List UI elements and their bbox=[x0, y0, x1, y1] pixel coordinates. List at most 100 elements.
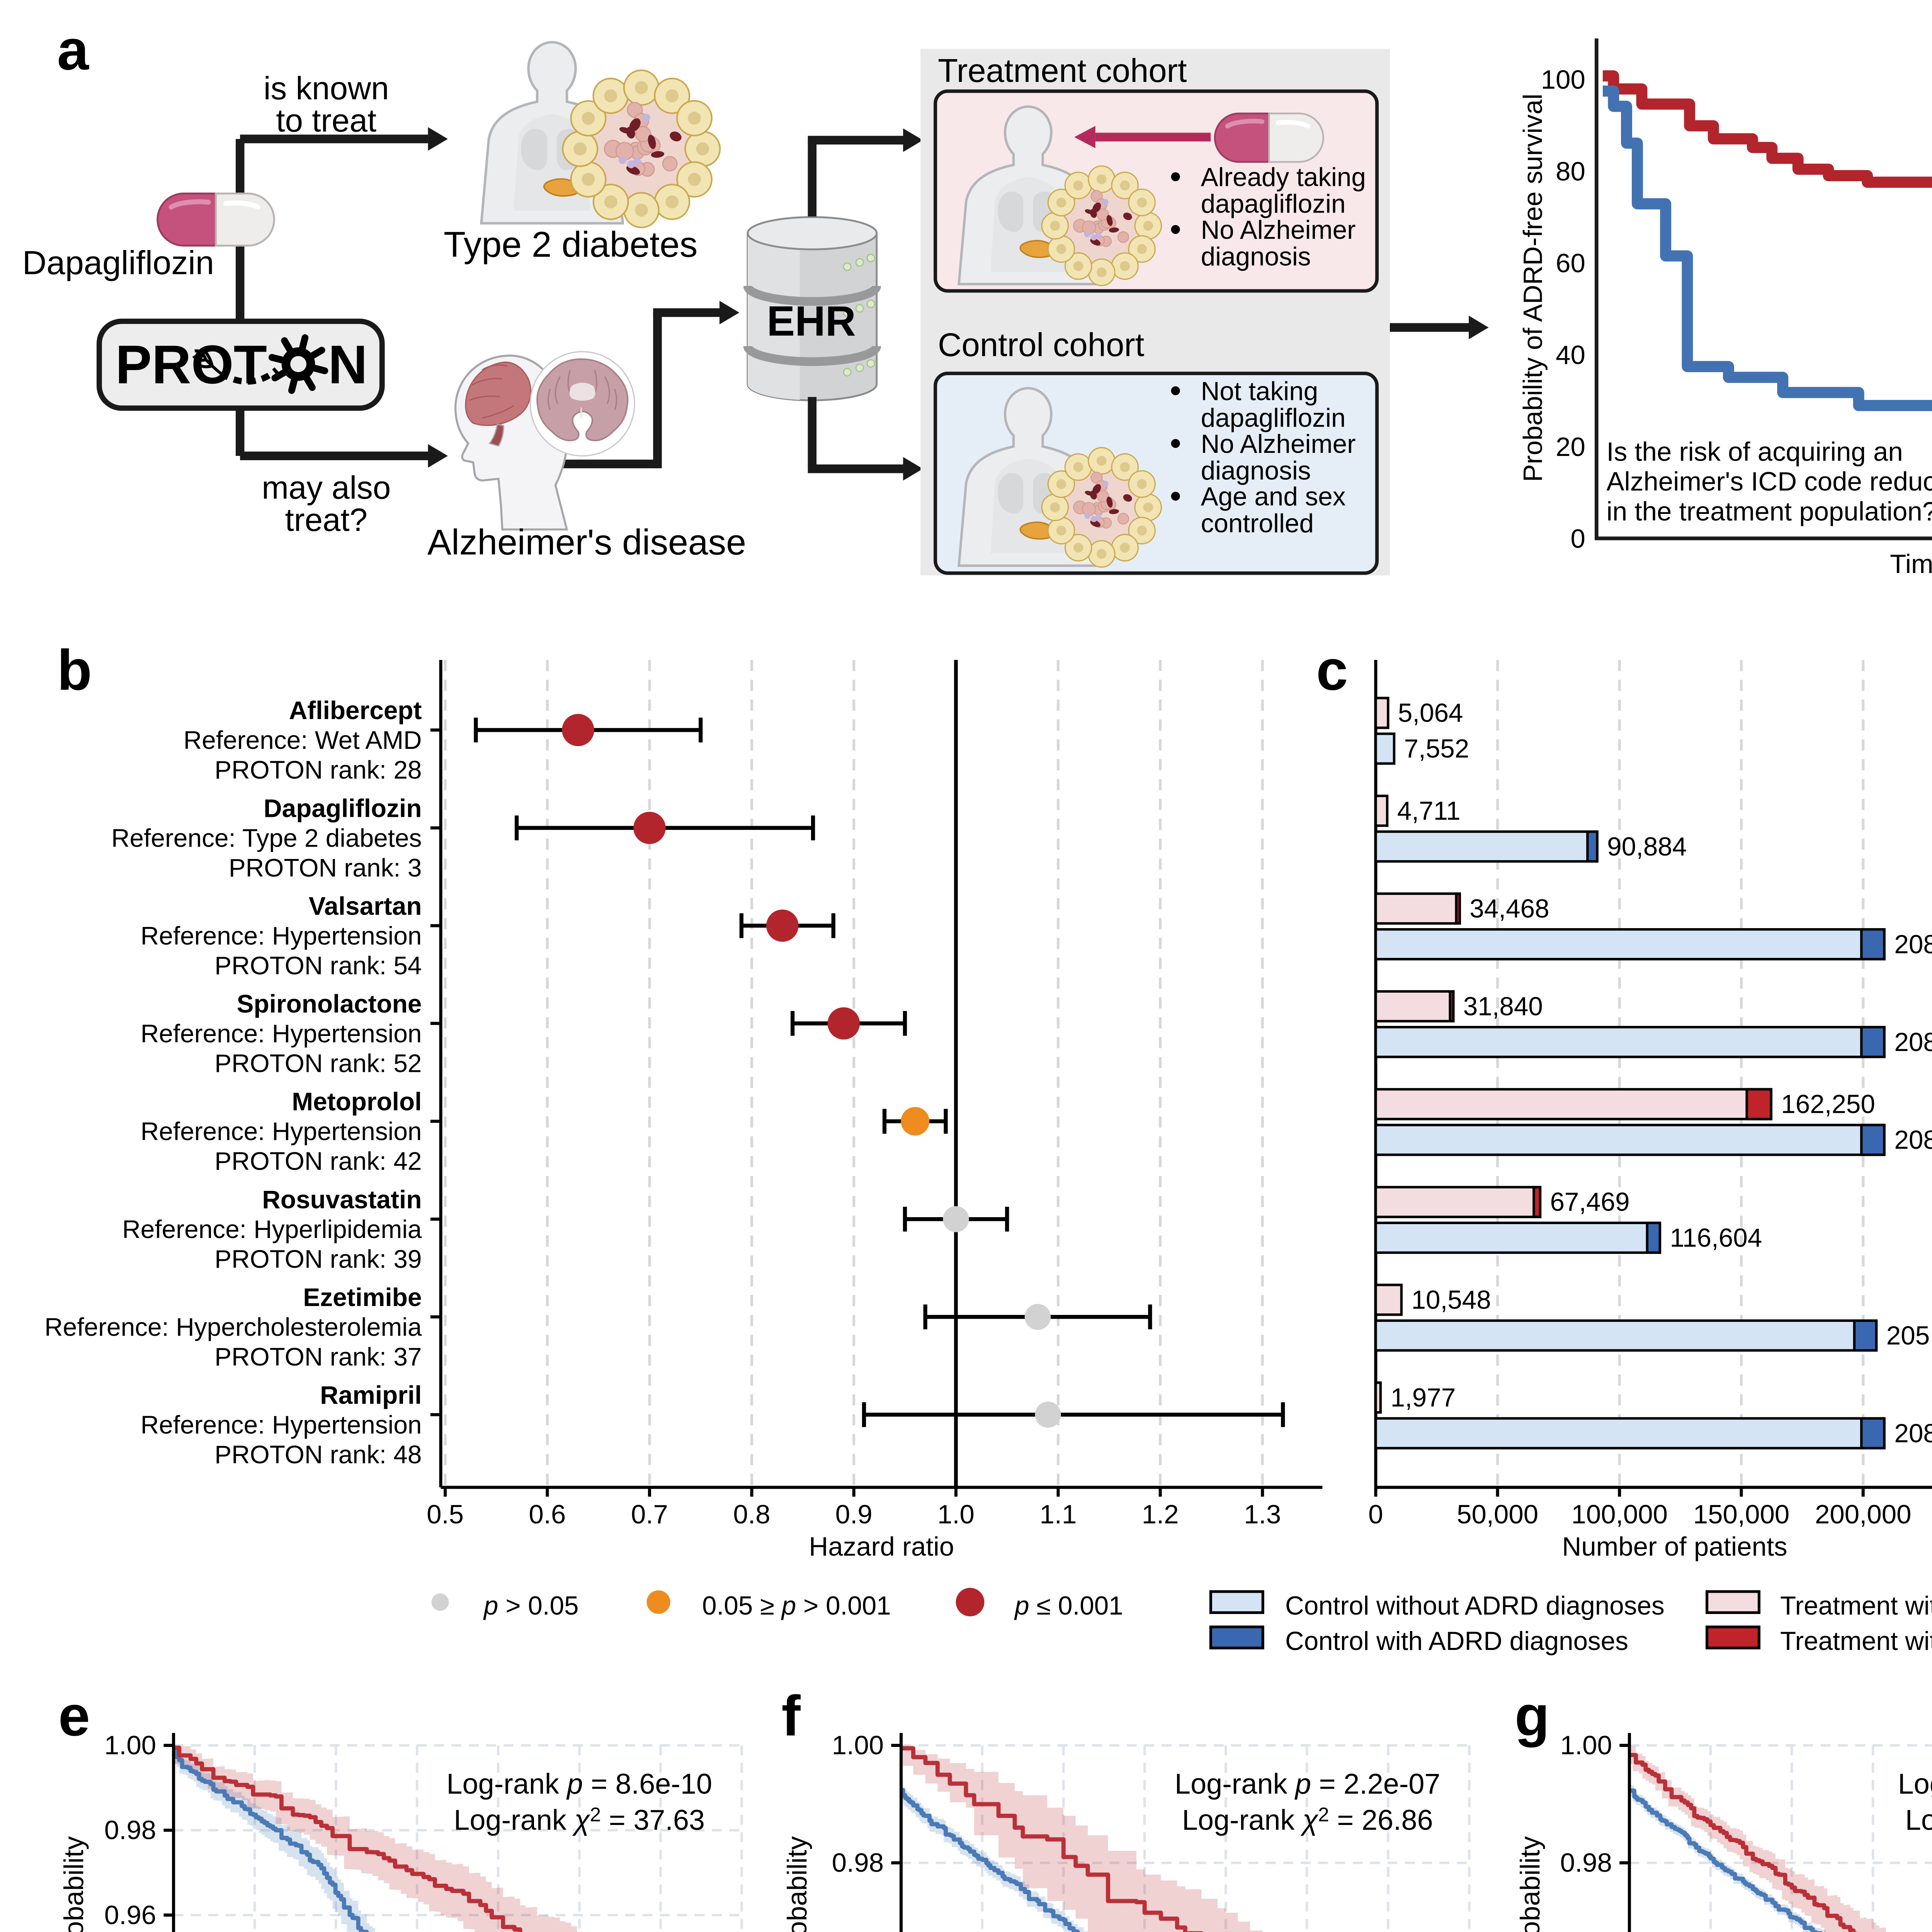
svg-text:ADRD-free survival probability: ADRD-free survival probability bbox=[782, 1836, 812, 1932]
svg-text:Reference: Type 2 diabetes: Reference: Type 2 diabetes bbox=[111, 823, 422, 852]
svg-text:PROTON rank: 37: PROTON rank: 37 bbox=[214, 1342, 422, 1371]
svg-text:162,250: 162,250 bbox=[1781, 1090, 1875, 1119]
svg-text:to treat: to treat bbox=[276, 102, 376, 138]
svg-text:Metoprolol: Metoprolol bbox=[292, 1087, 422, 1116]
svg-text:205,441: 205,441 bbox=[1886, 1321, 1932, 1350]
svg-text:34,468: 34,468 bbox=[1469, 894, 1549, 923]
svg-text:p > 0.05: p > 0.05 bbox=[483, 1591, 579, 1620]
svg-text:1.00: 1.00 bbox=[832, 1730, 884, 1760]
svg-text:0.98: 0.98 bbox=[832, 1848, 884, 1878]
svg-text:Hazard ratio: Hazard ratio bbox=[809, 1532, 954, 1561]
svg-text:PROTON rank: 39: PROTON rank: 39 bbox=[214, 1245, 422, 1273]
svg-text:treat?: treat? bbox=[285, 502, 367, 538]
svg-text:Treatment cohort: Treatment cohort bbox=[938, 53, 1187, 89]
svg-text:Reference: Hypertension: Reference: Hypertension bbox=[141, 921, 422, 950]
svg-text:diagnosis: diagnosis bbox=[1201, 456, 1311, 485]
svg-text:7,552: 7,552 bbox=[1404, 735, 1469, 764]
svg-text:Time: Time bbox=[1890, 549, 1932, 579]
svg-text:1.00: 1.00 bbox=[104, 1730, 156, 1760]
svg-text:PROTON rank: 3: PROTON rank: 3 bbox=[229, 853, 422, 882]
svg-text:Spironolactone: Spironolactone bbox=[237, 989, 422, 1018]
svg-text:dapagliflozin: dapagliflozin bbox=[1201, 190, 1346, 219]
svg-text:116,604: 116,604 bbox=[1670, 1223, 1762, 1252]
svg-text:0.6: 0.6 bbox=[529, 1499, 566, 1529]
svg-text:PROTON rank: 42: PROTON rank: 42 bbox=[214, 1147, 422, 1175]
svg-text:Ezetimibe: Ezetimibe bbox=[303, 1283, 422, 1311]
svg-text:ADRD-free survival probability: ADRD-free survival probability bbox=[58, 1836, 89, 1932]
svg-text:No Alzheimer: No Alzheimer bbox=[1201, 216, 1356, 245]
svg-text:80: 80 bbox=[1556, 156, 1585, 186]
svg-text:0.98: 0.98 bbox=[1560, 1848, 1612, 1878]
svg-text:Reference: Wet AMD: Reference: Wet AMD bbox=[184, 726, 422, 754]
svg-text:Reference: Hypertension: Reference: Hypertension bbox=[141, 1019, 422, 1048]
svg-text:Dapagliflozin: Dapagliflozin bbox=[264, 794, 422, 822]
svg-text:Is the risk of acquiring an: Is the risk of acquiring an bbox=[1607, 437, 1903, 467]
svg-text:40: 40 bbox=[1556, 340, 1585, 370]
svg-text:Treatment with ADRD diagnoses: Treatment with ADRD diagnoses bbox=[1780, 1627, 1932, 1656]
svg-text:Alzheimer's disease: Alzheimer's disease bbox=[427, 522, 746, 562]
svg-text:1.1: 1.1 bbox=[1040, 1499, 1077, 1529]
svg-text:67,469: 67,469 bbox=[1550, 1188, 1629, 1217]
svg-text:60: 60 bbox=[1556, 248, 1585, 278]
svg-text:Age and sex: Age and sex bbox=[1201, 482, 1346, 511]
svg-text:1.3: 1.3 bbox=[1244, 1499, 1281, 1529]
svg-text:10,548: 10,548 bbox=[1412, 1286, 1491, 1315]
svg-text:Log-rank p = 2.2e-07: Log-rank p = 2.2e-07 bbox=[1175, 1768, 1440, 1800]
svg-text:Reference: Hypertension: Reference: Hypertension bbox=[141, 1410, 422, 1439]
svg-text:Log-rank χ2 = 26.86: Log-rank χ2 = 26.86 bbox=[1182, 1803, 1433, 1836]
svg-text:Log-rank χ2 = 37.63: Log-rank χ2 = 37.63 bbox=[454, 1803, 705, 1836]
svg-text:Aflibercept: Aflibercept bbox=[289, 696, 422, 724]
svg-text:dapagliflozin: dapagliflozin bbox=[1201, 403, 1346, 432]
svg-text:1.00: 1.00 bbox=[1560, 1730, 1612, 1760]
svg-text:a: a bbox=[57, 18, 90, 82]
svg-text:Dapagliflozin: Dapagliflozin bbox=[22, 244, 214, 281]
svg-text:ADRD-free survival probability: ADRD-free survival probability bbox=[1515, 1836, 1545, 1932]
svg-text:200,000: 200,000 bbox=[1815, 1499, 1911, 1529]
svg-text:Alzheimer's ICD code reduced: Alzheimer's ICD code reduced bbox=[1607, 467, 1932, 497]
svg-text:Not taking: Not taking bbox=[1201, 377, 1318, 406]
svg-text:0: 0 bbox=[1368, 1499, 1383, 1529]
svg-text:Log-rank p = 1.1e-05: Log-rank p = 1.1e-05 bbox=[1898, 1768, 1932, 1800]
svg-text:208,694: 208,694 bbox=[1894, 1419, 1932, 1448]
svg-text:PROTON rank: 54: PROTON rank: 54 bbox=[214, 951, 422, 980]
svg-text:208,694: 208,694 bbox=[1894, 930, 1932, 959]
svg-text:31,840: 31,840 bbox=[1463, 992, 1543, 1021]
svg-text:e: e bbox=[58, 1684, 90, 1748]
svg-text:Already taking: Already taking bbox=[1201, 163, 1366, 192]
svg-text:Reference: Hyperlipidemia: Reference: Hyperlipidemia bbox=[122, 1215, 422, 1243]
svg-text:0.98: 0.98 bbox=[104, 1815, 156, 1845]
svg-text:Rosuvastatin: Rosuvastatin bbox=[262, 1185, 422, 1214]
svg-text:is known: is known bbox=[264, 70, 389, 106]
svg-text:4,711: 4,711 bbox=[1397, 796, 1461, 825]
svg-text:PROTON rank: 52: PROTON rank: 52 bbox=[214, 1049, 422, 1077]
svg-text:No Alzheimer: No Alzheimer bbox=[1201, 430, 1356, 459]
svg-text:100,000: 100,000 bbox=[1571, 1499, 1667, 1529]
svg-text:PROTON rank: 28: PROTON rank: 28 bbox=[214, 755, 422, 784]
svg-text:208,694: 208,694 bbox=[1894, 1126, 1932, 1155]
svg-text:1.2: 1.2 bbox=[1142, 1499, 1179, 1529]
svg-text:EHR: EHR bbox=[767, 298, 855, 345]
svg-text:0: 0 bbox=[1571, 524, 1585, 553]
svg-text:controlled: controlled bbox=[1201, 509, 1314, 538]
svg-text:50,000: 50,000 bbox=[1457, 1499, 1538, 1529]
svg-text:0.5: 0.5 bbox=[427, 1499, 464, 1529]
svg-text:diagnosis: diagnosis bbox=[1201, 242, 1311, 271]
svg-text:Treatment without ADRD diagnos: Treatment without ADRD diagnoses bbox=[1780, 1591, 1932, 1620]
svg-text:0.05 ≥ p > 0.001: 0.05 ≥ p > 0.001 bbox=[702, 1591, 891, 1620]
svg-text:1.0: 1.0 bbox=[937, 1499, 975, 1529]
svg-text:Reference: Hypercholesterolemi: Reference: Hypercholesterolemia bbox=[44, 1313, 422, 1341]
svg-text:Reference: Hypertension: Reference: Hypertension bbox=[141, 1117, 422, 1146]
svg-text:0.9: 0.9 bbox=[835, 1499, 872, 1529]
svg-text:0.8: 0.8 bbox=[733, 1499, 770, 1529]
svg-text:Valsartan: Valsartan bbox=[309, 891, 422, 920]
svg-text:may also: may also bbox=[262, 469, 391, 506]
svg-text:1,977: 1,977 bbox=[1391, 1383, 1456, 1412]
svg-text:PROT: PROT bbox=[116, 334, 267, 395]
svg-text:p ≤ 0.001: p ≤ 0.001 bbox=[1014, 1591, 1123, 1620]
svg-text:150,000: 150,000 bbox=[1693, 1499, 1789, 1529]
svg-text:5,064: 5,064 bbox=[1398, 699, 1463, 728]
svg-text:100: 100 bbox=[1541, 65, 1585, 95]
svg-text:0.7: 0.7 bbox=[631, 1499, 668, 1529]
svg-text:Control without ADRD diagnoses: Control without ADRD diagnoses bbox=[1285, 1591, 1665, 1620]
svg-text:208,694: 208,694 bbox=[1894, 1028, 1932, 1057]
